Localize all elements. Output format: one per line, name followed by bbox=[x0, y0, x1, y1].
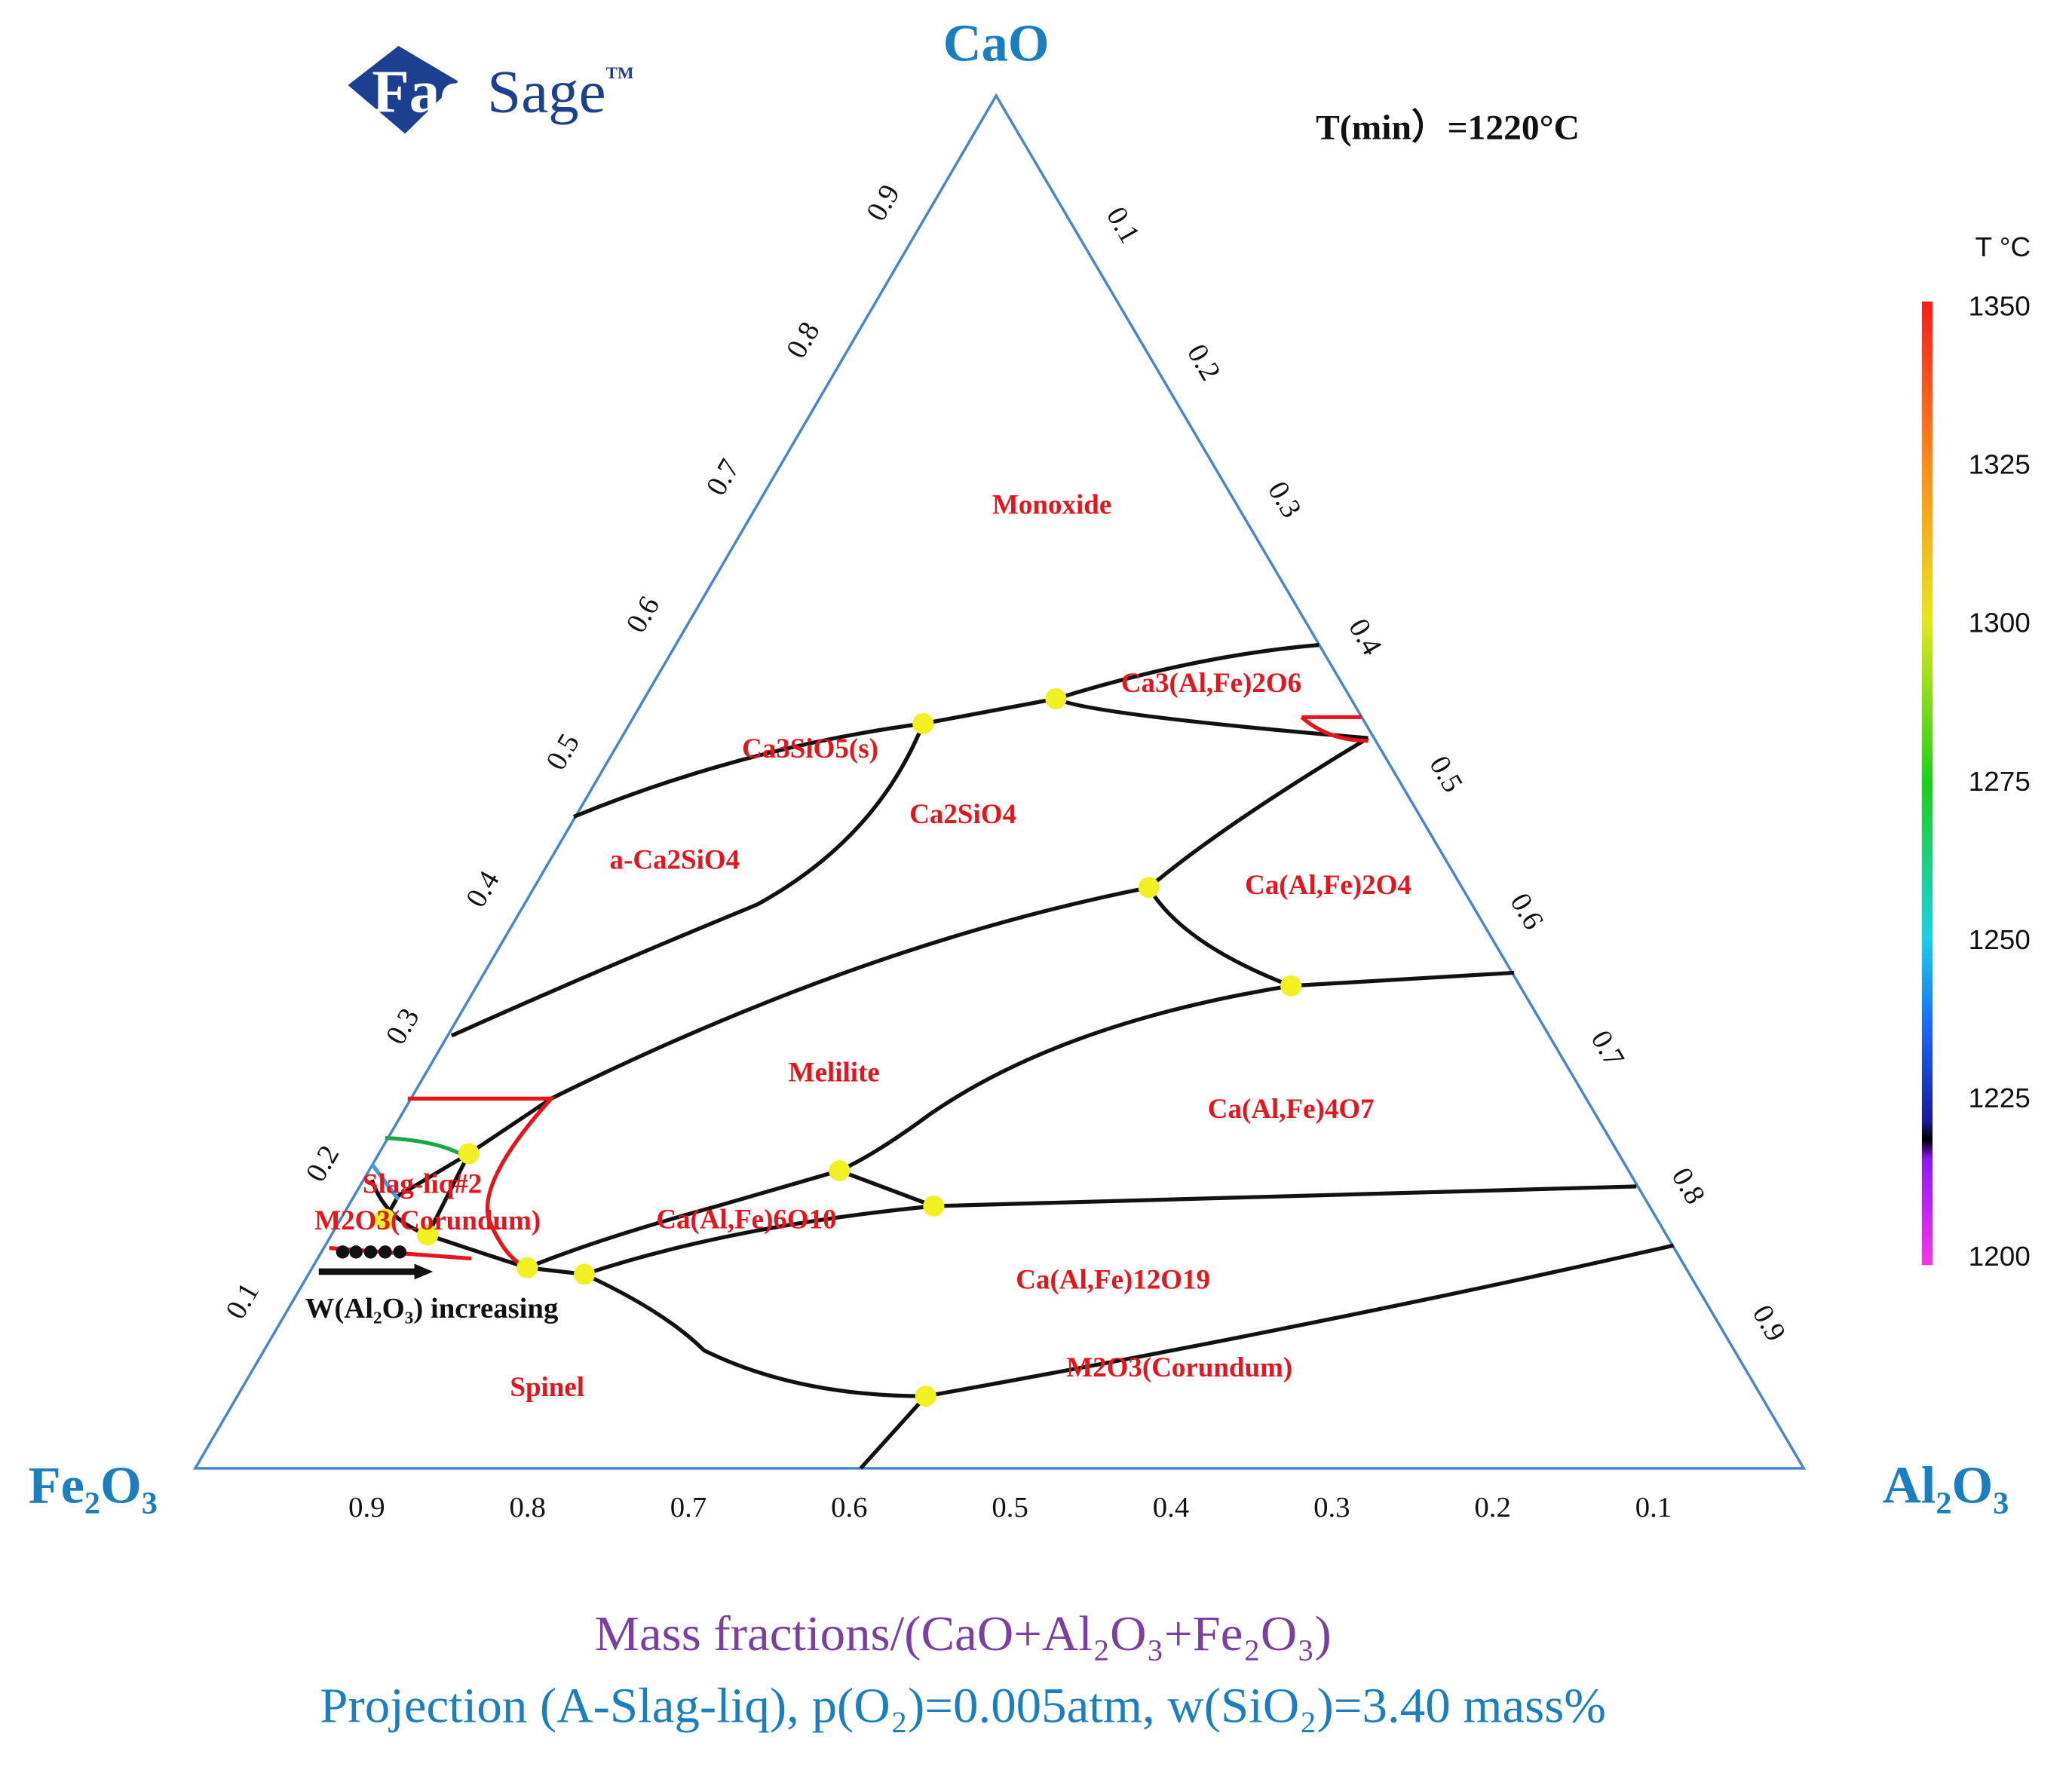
arrow-head bbox=[414, 1263, 434, 1280]
tick-label: 0.3 bbox=[1261, 476, 1307, 523]
colorbar-tick-label: 1350 bbox=[1969, 291, 2031, 322]
tick-label: 0.7 bbox=[700, 454, 746, 501]
annotation: W(Al₂O₃) increasing bbox=[305, 1293, 559, 1324]
tick-label: 0.2 bbox=[1474, 1492, 1510, 1523]
colorbar-tick-label: 1200 bbox=[1969, 1241, 2031, 1272]
point bbox=[516, 1257, 538, 1278]
phase-boundaries bbox=[329, 643, 1675, 1470]
point bbox=[1138, 877, 1160, 899]
tick-label: 0.1 bbox=[219, 1278, 265, 1324]
boundary bbox=[385, 1135, 466, 1159]
point bbox=[923, 1196, 945, 1217]
tick-label: 0.2 bbox=[300, 1141, 346, 1187]
tick-label: 0.8 bbox=[509, 1492, 545, 1523]
tick-label: 0.9 bbox=[1746, 1300, 1792, 1346]
boundary bbox=[1300, 715, 1369, 743]
tick-label: 0.4 bbox=[460, 866, 506, 913]
phase-label: Slag-liq#2 bbox=[363, 1168, 482, 1199]
vertex-label: CaO bbox=[943, 15, 1050, 73]
tick-label: 0.5 bbox=[540, 728, 586, 775]
tick-label: 0.2 bbox=[1181, 339, 1227, 386]
tick-label: 0.1 bbox=[1635, 1492, 1672, 1523]
tick-label: 0.3 bbox=[380, 1003, 426, 1050]
vertex-label: Al₂O₃ bbox=[1883, 1457, 2009, 1515]
tick-label: 0.4 bbox=[1342, 614, 1388, 660]
tick-label: 0.9 bbox=[860, 179, 906, 226]
colorbar-tick-label: 1325 bbox=[1969, 449, 2031, 480]
tick-label: 0.9 bbox=[348, 1492, 385, 1523]
point bbox=[1045, 688, 1067, 709]
triangle bbox=[192, 93, 1807, 1470]
tick-label: 0.4 bbox=[1153, 1492, 1189, 1523]
phase-label: M2O3(Corundum) bbox=[1066, 1352, 1292, 1382]
tick-label: 0.1 bbox=[1100, 202, 1146, 249]
point bbox=[912, 713, 934, 734]
phase-label: a-Ca2SiO4 bbox=[610, 844, 740, 875]
tick-label: 0.7 bbox=[670, 1492, 707, 1523]
sample-points bbox=[318, 1245, 434, 1280]
tick-label: 0.6 bbox=[621, 591, 667, 638]
sample bbox=[349, 1245, 363, 1259]
logo-fact: Fact bbox=[372, 59, 487, 125]
phase-label: Melilite bbox=[789, 1057, 880, 1088]
point bbox=[374, 1208, 396, 1230]
point bbox=[829, 1160, 851, 1181]
title: T(min）=1220°C bbox=[1316, 109, 1580, 148]
phase-label: Ca(Al,Fe)6O10 bbox=[656, 1203, 836, 1234]
point bbox=[458, 1143, 480, 1165]
tick-label: 0.5 bbox=[1423, 751, 1469, 798]
boundary bbox=[838, 1168, 1637, 1208]
phase-label: Ca(Al,Fe)2O4 bbox=[1245, 869, 1411, 900]
colorbar-tick-label: 1225 bbox=[1969, 1082, 2031, 1113]
boundary bbox=[1055, 697, 1369, 740]
logo-shape bbox=[348, 45, 458, 134]
point bbox=[915, 1386, 936, 1407]
invariant-points bbox=[374, 688, 1302, 1407]
boundary bbox=[859, 1395, 927, 1470]
tick-label: 0.6 bbox=[831, 1492, 867, 1523]
point bbox=[1280, 975, 1302, 997]
sample bbox=[379, 1245, 392, 1259]
logo-sage: Sage bbox=[487, 59, 605, 125]
sample bbox=[393, 1245, 407, 1259]
phase-label: Spinel bbox=[510, 1371, 584, 1402]
point bbox=[417, 1224, 439, 1246]
phase-label: Ca3SiO5(s) bbox=[742, 733, 878, 764]
boundary bbox=[370, 1162, 400, 1201]
phase-label: Ca3(Al,Fe)2O6 bbox=[1121, 667, 1301, 698]
colorbar bbox=[1921, 302, 1933, 1266]
sample bbox=[363, 1245, 378, 1259]
vertex-label: Fe₂O₃ bbox=[29, 1457, 158, 1515]
logo-text: FactSageTM bbox=[372, 59, 633, 125]
boundary bbox=[450, 723, 925, 1038]
colorbar-tick-label: 1250 bbox=[1969, 924, 2031, 955]
phase-label: Ca2SiO4 bbox=[909, 798, 1016, 829]
tick-label: 0.8 bbox=[780, 317, 826, 363]
phase-label: Ca(Al,Fe)12O19 bbox=[1016, 1263, 1210, 1294]
phase-label: Monoxide bbox=[992, 489, 1111, 520]
tick-label: 0.7 bbox=[1584, 1025, 1630, 1072]
tick-label: 0.6 bbox=[1503, 888, 1549, 935]
tick-label: 0.8 bbox=[1665, 1162, 1711, 1209]
sample bbox=[336, 1245, 350, 1259]
point bbox=[573, 1263, 596, 1285]
boundary bbox=[407, 1096, 556, 1270]
footer: Mass fractions/(CaO+Al₂O₃+Fe₂O₃) bbox=[594, 1606, 1331, 1661]
phase-label: M2O3(Corundum) bbox=[314, 1205, 541, 1236]
footer: Projection (A-Slag-liq), p(O₂)=0.005atm,… bbox=[320, 1679, 1606, 1734]
colorbar-tick-label: 1300 bbox=[1969, 608, 2031, 638]
tick-label: 0.5 bbox=[992, 1492, 1028, 1523]
boundary bbox=[526, 984, 1292, 1270]
boundary bbox=[425, 736, 1369, 1236]
boundary bbox=[1147, 886, 1515, 988]
colorbar-title: T °C bbox=[1975, 231, 2031, 262]
boundary bbox=[527, 1204, 934, 1277]
tick-label: 0.3 bbox=[1313, 1492, 1350, 1523]
colorbar-tick-label: 1275 bbox=[1969, 766, 2031, 797]
phase-label: Ca(Al,Fe)4O7 bbox=[1208, 1093, 1375, 1124]
logo: FactSageTM bbox=[348, 45, 634, 134]
logo-tm: TM bbox=[606, 63, 634, 82]
